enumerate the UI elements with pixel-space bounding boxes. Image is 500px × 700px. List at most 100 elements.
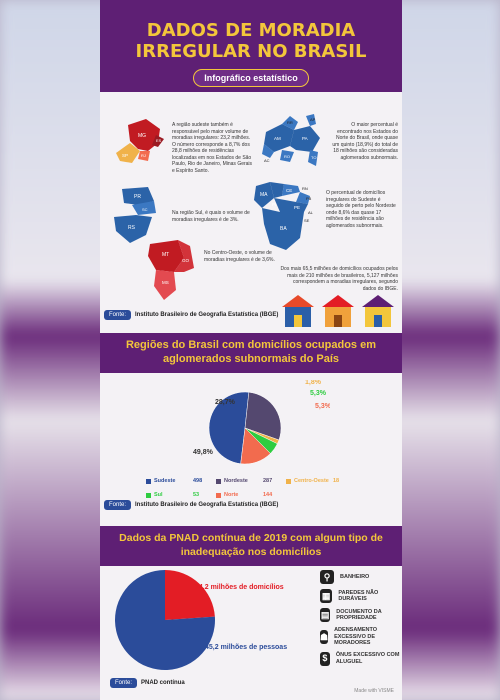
- wall-icon: ▦: [320, 589, 333, 603]
- crowd-icon: ☗: [320, 629, 329, 644]
- infographic: DADOS DE MORADIA IRREGULAR NO BRASIL Inf…: [100, 0, 402, 700]
- state-am: AM: [274, 136, 281, 141]
- inadequacy-item: $ ÔNUS EXCESSIVO COM ALUGUEL: [320, 651, 400, 666]
- pie-percent-label: 5,3%: [310, 390, 327, 397]
- legend-name: Centro-Oeste: [294, 478, 329, 484]
- state-al: AL: [308, 210, 314, 215]
- text-nordeste: O percentual de domicílios irregulares d…: [326, 190, 396, 229]
- pie-slice-sudeste: [208, 391, 250, 465]
- page-title: DADOS DE MORADIA IRREGULAR NO BRASIL: [100, 0, 402, 68]
- text-centro-oeste: No Centro-Oeste, o volume de moradias ir…: [204, 250, 275, 263]
- inadequacy-label: DOCUMENTO DA PROPRIEDADE: [336, 608, 382, 622]
- source-label: Fonte:: [110, 678, 138, 688]
- pie-chart-pnad: 14,2 milhões de domicílios 45,2 milhões d…: [115, 570, 287, 670]
- legend-swatch: [146, 478, 151, 484]
- legend-swatch: [286, 478, 291, 484]
- state-rr: RR: [287, 120, 293, 125]
- map-centro-oeste: MT GO MS: [148, 240, 194, 300]
- pie-slice-pessoas: [115, 570, 215, 670]
- state-es: ES: [156, 138, 162, 143]
- map-sul: PR SC RS: [114, 187, 156, 243]
- inadequacy-list: ⚲ BANHEIRO ▦ PAREDES NÃO DURÁVEIS ▤ DOCUMEN…: [320, 570, 400, 671]
- state-ba: BA: [280, 226, 287, 232]
- subtitle-pill: Infográfico estatístico: [193, 69, 309, 87]
- text-sudeste: A região sudeste também é responsável pe…: [172, 122, 253, 174]
- text-summary: Dos mais 65,5 milhões de domicílios ocup…: [280, 266, 398, 292]
- inadequacy-label: BANHEIRO: [340, 573, 370, 580]
- legend-value: 18: [333, 478, 340, 484]
- text-norte: O maior percentual é encontrado nos Esta…: [332, 122, 398, 161]
- pie-category-label: 14,2 milhões de domicílios: [195, 584, 284, 591]
- section3-title: Dados da PNAD contínua de 2019 com algum…: [100, 526, 402, 566]
- inadequacy-label: ÔNUS EXCESSIVO COM ALUGUEL: [335, 652, 400, 665]
- pie-slice-domicilios: [165, 570, 215, 620]
- legend-name: Nordeste: [224, 478, 248, 484]
- legend-item: Sul 53: [146, 492, 199, 498]
- state-mt: MT: [162, 252, 169, 258]
- state-rn: RN: [302, 186, 308, 191]
- houses-illustration: [282, 295, 394, 327]
- state-go: GO: [182, 258, 190, 263]
- source-label: Fonte:: [104, 500, 132, 510]
- state-pb: PB: [306, 196, 312, 201]
- source-text: Instituto Brasileiro de Geografia Estatí…: [135, 502, 279, 508]
- legend-item: Centro-Oeste 18: [286, 478, 339, 484]
- bathroom-icon: ⚲: [320, 570, 334, 584]
- state-pi: PI: [272, 202, 276, 207]
- legend-value: 287: [263, 478, 273, 484]
- state-ms: MS: [162, 280, 169, 285]
- pie-percent-label: 49,8%: [193, 449, 214, 456]
- pie-chart-regions: 49,8% 28,7% 1,8% 5,3% 5,3%: [193, 380, 330, 465]
- source-text: PNAD contínua: [141, 680, 185, 686]
- state-mg: MG: [138, 133, 146, 139]
- state-rs: RS: [128, 225, 136, 231]
- state-ma: MA: [260, 192, 268, 198]
- document-icon: ▤: [320, 608, 331, 622]
- text-sul: Na região Sul, é quais o volume de morad…: [172, 210, 250, 223]
- pie-category-label: 45,2 milhões de pessoas: [205, 644, 287, 651]
- legend-value: 498: [193, 478, 203, 484]
- state-sp: SP: [122, 153, 128, 158]
- legend-name: Norte: [224, 492, 239, 498]
- legend-value: 144: [263, 492, 273, 498]
- legend-value: 53: [193, 492, 200, 498]
- state-pr: PR: [134, 194, 141, 200]
- pie-slice-norte: [240, 427, 271, 465]
- pie-percent-label: 1,8%: [305, 380, 322, 386]
- pie-percent-label: 28,7%: [215, 399, 236, 406]
- legend-item: Sudeste 498: [146, 478, 202, 484]
- inadequacy-label: PAREDES NÃO DURÁVEIS: [338, 589, 379, 603]
- state-ce: CE: [286, 188, 292, 193]
- legend-swatch: [216, 492, 221, 498]
- footer-credit: Made with VISME: [354, 688, 394, 694]
- state-to: TO: [311, 155, 316, 160]
- header: DADOS DE MORADIA IRREGULAR NO BRASIL Inf…: [100, 0, 402, 92]
- section2-title: Regiões do Brasil com domicílios ocupado…: [100, 333, 402, 373]
- inadequacy-item: ▦ PAREDES NÃO DURÁVEIS: [320, 589, 400, 603]
- state-pe: PE: [294, 205, 300, 210]
- title-line-1: DADOS DE MORADIA: [146, 20, 356, 41]
- legend-item: Nordeste 287: [216, 478, 272, 484]
- pie-percent-label: 5,3%: [315, 403, 330, 410]
- source-text: Instituto Brasileiro de Geografia Estatí…: [135, 312, 279, 318]
- source-label: Fonte:: [104, 310, 132, 320]
- legend-item: Norte 144: [216, 492, 272, 498]
- state-sc: SC: [142, 207, 148, 212]
- source-2: Fonte: Instituto Brasileiro de Geografia…: [104, 500, 278, 510]
- title-line-2: IRREGULAR NO BRASIL: [135, 41, 367, 62]
- inadequacy-item: ▤ DOCUMENTO DA PROPRIEDADE: [320, 608, 400, 622]
- inadequacy-label: ADENSAMENTO EXCESSIVO DE MORADORES: [334, 627, 378, 646]
- pie-slice-nordeste: [244, 391, 282, 441]
- state-se: SE: [304, 218, 310, 223]
- legend-swatch: [146, 492, 151, 498]
- legend-name: Sudeste: [154, 478, 176, 484]
- map-nordeste: MA CE RN PB PI PE AL SE BA: [254, 182, 314, 250]
- state-ap: AP: [310, 117, 316, 122]
- source-3: Fonte: PNAD contínua: [110, 678, 185, 688]
- map-sudeste: MG ES RJ SP: [116, 119, 164, 163]
- inadequacy-item: ☗ ADENSAMENTO EXCESSIVO DE MORADORES: [320, 627, 400, 647]
- state-pa: PA: [302, 136, 308, 141]
- state-ro: RO: [284, 154, 290, 159]
- state-rj: RJ: [141, 153, 146, 158]
- legend-name: Sul: [154, 492, 163, 498]
